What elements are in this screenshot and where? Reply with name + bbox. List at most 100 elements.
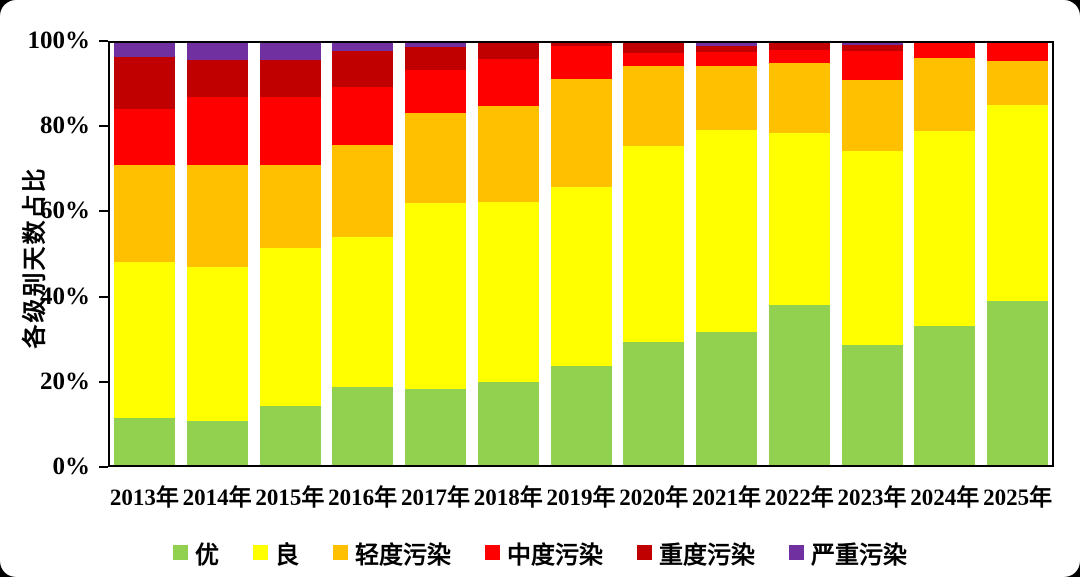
x-tick-label-2022: 2022年 — [764, 485, 834, 510]
bar-2021 — [696, 43, 757, 465]
legend-item-中度污染: 中度污染 — [485, 535, 603, 570]
segment-轻度污染 — [696, 66, 757, 130]
segment-轻度污染 — [550, 79, 612, 187]
segment-优 — [768, 305, 830, 465]
legend-swatch-icon — [333, 545, 348, 560]
segment-良 — [623, 146, 685, 343]
segment-中度污染 — [186, 96, 248, 165]
y-tick-mark-0 — [99, 466, 108, 468]
segment-严重污染 — [841, 43, 903, 45]
y-tick-label-100: 100% — [27, 27, 91, 54]
segment-轻度污染 — [186, 165, 248, 267]
segment-良 — [477, 202, 539, 382]
bar-2014 — [186, 43, 248, 465]
segment-重度污染 — [623, 43, 685, 54]
segment-优 — [332, 386, 394, 465]
x-tick-label-2024: 2024年 — [910, 485, 980, 510]
segment-优 — [186, 420, 248, 465]
legend-label: 优 — [195, 542, 219, 569]
segment-良 — [914, 130, 976, 326]
segment-良 — [259, 248, 321, 406]
bar-2019 — [550, 43, 612, 465]
segment-优 — [841, 345, 903, 465]
y-tick-label-60: 60% — [40, 197, 90, 225]
x-tick-label-2016: 2016年 — [328, 485, 398, 510]
legend-item-轻度污染: 轻度污染 — [333, 535, 451, 570]
segment-轻度污染 — [477, 106, 539, 203]
segment-重度污染 — [841, 44, 903, 52]
x-axis-labels: 2013年 2014年 2015年 2016年 2017年 2018年 2019年 2020年… — [108, 478, 1054, 512]
legend-swatch-icon — [253, 545, 268, 560]
segment-重度污染 — [332, 51, 394, 87]
y-tick-mark-80 — [99, 125, 108, 128]
segment-中度污染 — [696, 52, 757, 67]
segment-中度污染 — [623, 53, 685, 66]
y-tick-label-40: 40% — [40, 282, 90, 310]
bar-2018 — [477, 43, 539, 465]
legend-item-优: 优 — [173, 535, 219, 570]
legend-item-严重污染: 严重污染 — [789, 535, 907, 570]
segment-良 — [332, 236, 394, 387]
segment-轻度污染 — [841, 79, 903, 151]
segment-轻度污染 — [114, 164, 175, 262]
x-tick-label-2020: 2020年 — [619, 485, 689, 510]
y-tick-mark-60 — [99, 210, 108, 213]
y-tick-label-80: 80% — [40, 112, 90, 140]
plot-area — [108, 41, 1054, 467]
segment-中度污染 — [405, 70, 466, 113]
segment-良 — [550, 186, 612, 367]
segment-优 — [550, 366, 612, 465]
x-tick-label-2019: 2019年 — [546, 485, 616, 510]
legend-item-重度污染: 重度污染 — [637, 535, 755, 570]
legend: 优 良 轻度污染 中度污染 重度污染 严重污染 — [0, 535, 1080, 570]
legend-label: 严重污染 — [811, 542, 907, 569]
segment-中度污染 — [914, 43, 976, 58]
segment-重度污染 — [477, 43, 539, 59]
legend-label: 良 — [275, 542, 299, 569]
segment-优 — [987, 301, 1048, 465]
segment-优 — [696, 332, 757, 465]
x-tick-label-2015: 2015年 — [255, 485, 325, 510]
segment-优 — [623, 342, 685, 465]
x-tick-label-2023: 2023年 — [837, 485, 907, 510]
bar-2017 — [405, 43, 466, 465]
segment-重度污染 — [405, 47, 466, 71]
segment-中度污染 — [987, 43, 1048, 62]
segment-严重污染 — [186, 43, 248, 60]
segment-中度污染 — [841, 51, 903, 80]
segment-良 — [405, 202, 466, 390]
segment-轻度污染 — [987, 61, 1048, 105]
segment-中度污染 — [768, 50, 830, 64]
segment-良 — [841, 150, 903, 346]
legend-label: 轻度污染 — [355, 542, 451, 569]
segment-中度污染 — [332, 86, 394, 146]
y-axis-title: 各级别天数占比 — [21, 166, 49, 349]
bar-2024 — [914, 43, 976, 465]
x-tick-label-2013: 2013年 — [109, 485, 179, 510]
segment-轻度污染 — [259, 164, 321, 249]
legend-swatch-icon — [789, 545, 804, 560]
segment-中度污染 — [114, 108, 175, 165]
segment-优 — [114, 417, 175, 465]
legend-swatch-icon — [173, 545, 188, 560]
segment-良 — [987, 104, 1048, 302]
x-tick-label-2017: 2017年 — [400, 485, 470, 510]
segment-轻度污染 — [332, 145, 394, 237]
bar-2015 — [259, 43, 321, 465]
segment-中度污染 — [550, 46, 612, 80]
segment-优 — [405, 389, 466, 465]
segment-良 — [114, 261, 175, 418]
y-tick-mark-40 — [99, 295, 108, 298]
segment-轻度污染 — [623, 65, 685, 147]
segment-重度污染 — [259, 59, 321, 97]
segment-重度污染 — [550, 43, 612, 47]
segment-优 — [914, 325, 976, 465]
bar-2020 — [623, 43, 685, 465]
legend-label: 中度污染 — [507, 542, 603, 569]
bar-2025 — [987, 43, 1048, 465]
bar-2022 — [768, 43, 830, 465]
segment-严重污染 — [114, 43, 175, 58]
legend-label: 重度污染 — [659, 542, 755, 569]
segment-轻度污染 — [405, 112, 466, 203]
segment-严重污染 — [332, 43, 394, 52]
